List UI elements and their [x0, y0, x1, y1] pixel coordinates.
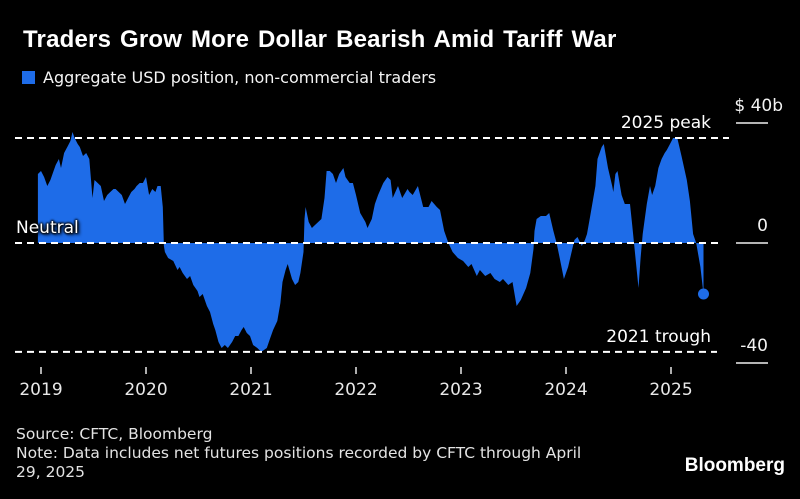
x-tick-label-2019: 2019	[19, 380, 63, 400]
annotation-2021-trough: 2021 trough	[606, 326, 711, 347]
legend-swatch-icon	[22, 71, 35, 84]
x-tick-label-2020: 2020	[124, 380, 168, 400]
note-text-line2: 29, 2025	[16, 463, 86, 481]
y-axis-label-40b: $ 40b	[734, 96, 783, 116]
bloomberg-logo: Bloomberg	[684, 455, 785, 476]
usd-position-area	[37, 132, 704, 351]
y-axis-label-minus40: -40	[740, 336, 768, 356]
latest-point-dot	[698, 288, 709, 300]
legend-label: Aggregate USD position, non-commercial t…	[43, 68, 437, 87]
chart-legend: Aggregate USD position, non-commercial t…	[22, 68, 436, 87]
x-tick-label-2024: 2024	[544, 380, 588, 400]
x-tick-label-2021: 2021	[229, 380, 273, 400]
y-axis-label-zero: 0	[757, 216, 768, 236]
note-text-line1: Note: Data includes net futures position…	[16, 444, 582, 462]
source-text: Source: CFTC, Bloomberg	[16, 425, 213, 443]
x-tick-label-2022: 2022	[334, 380, 378, 400]
x-tick-label-2023: 2023	[439, 380, 483, 400]
annotation-neutral: Neutral	[16, 218, 79, 238]
annotation-2025-peak: 2025 peak	[620, 113, 711, 133]
chart-title: Traders Grow More Dollar Bearish Amid Ta…	[23, 26, 617, 53]
x-tick-label-2025: 2025	[649, 380, 693, 400]
footnote-block: Source: CFTC, Bloomberg Note: Data inclu…	[16, 425, 581, 482]
